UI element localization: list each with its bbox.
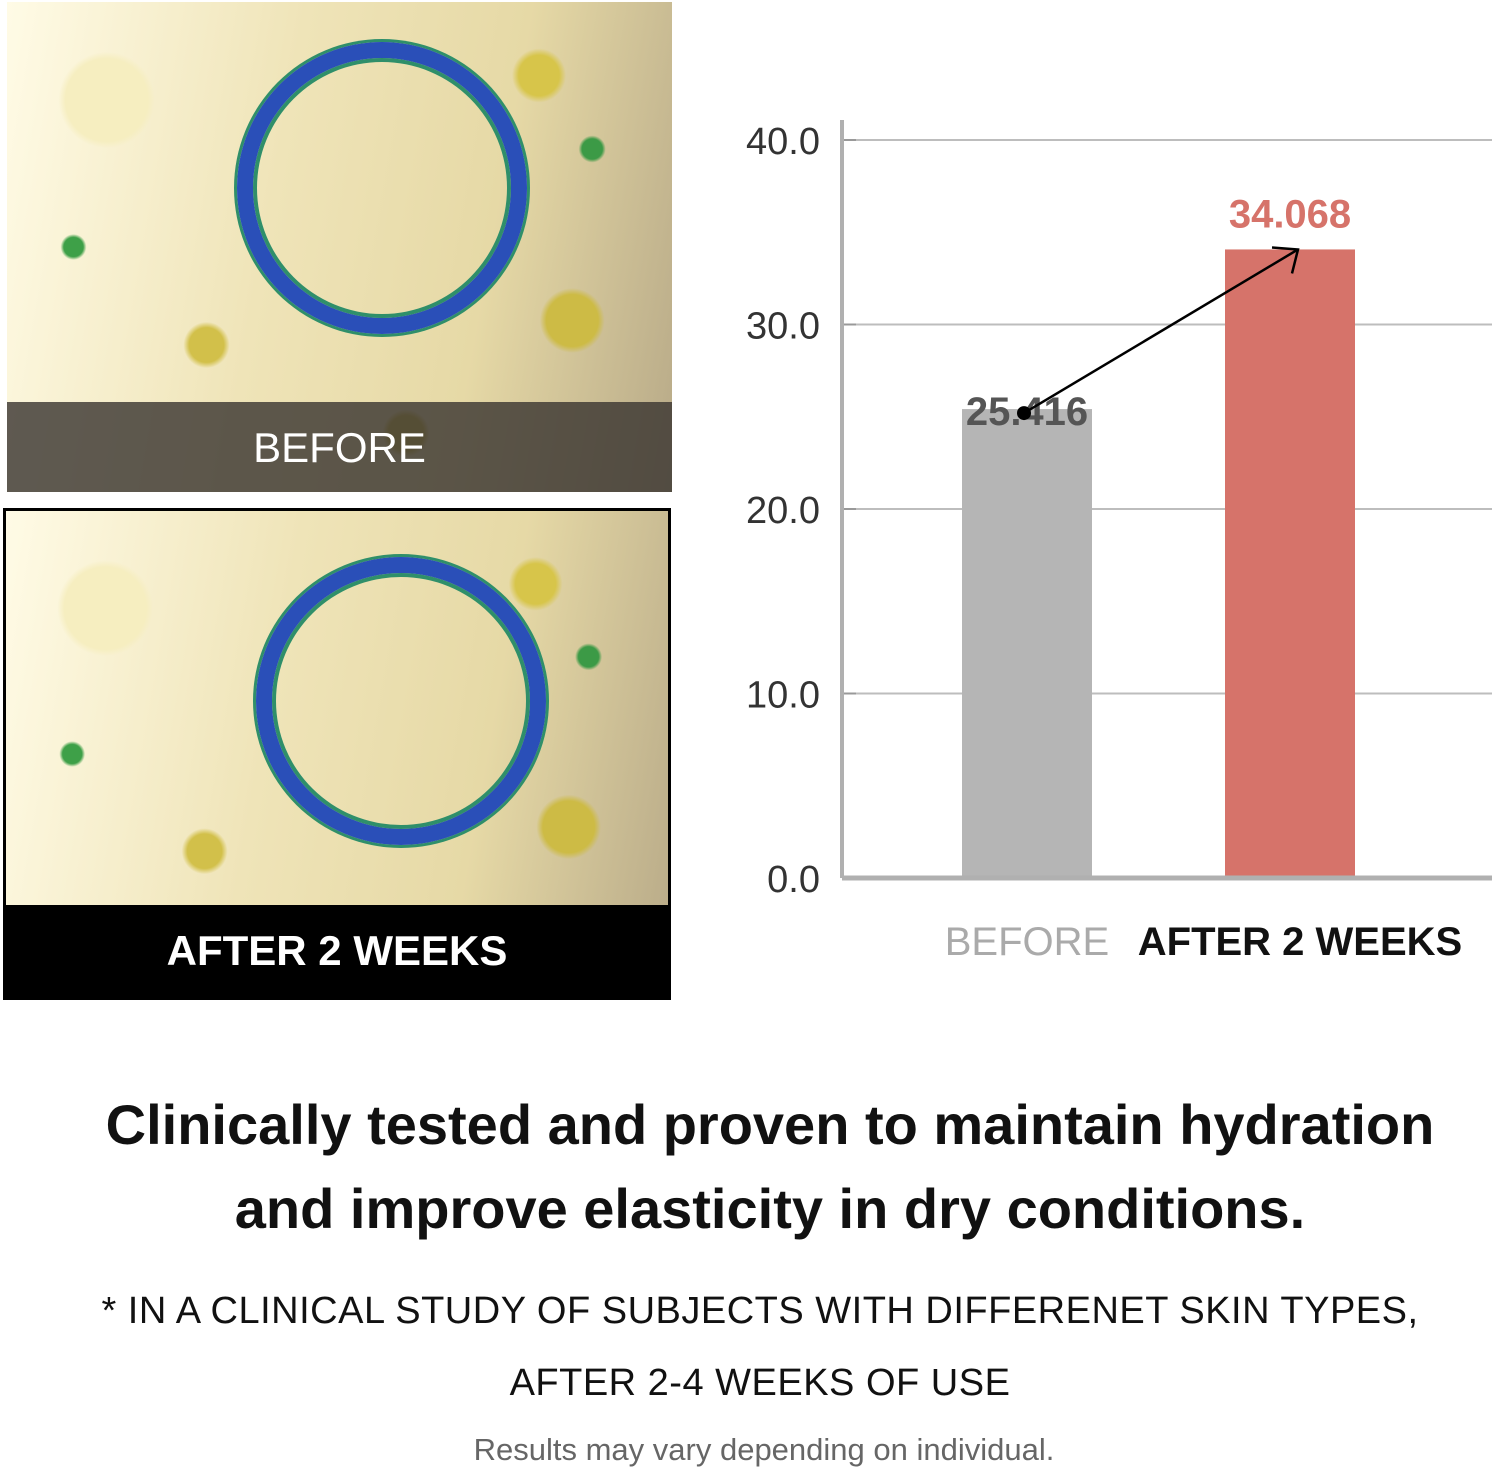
data-label: 34.068 bbox=[1229, 192, 1351, 236]
y-tick-label: 10.0 bbox=[746, 675, 820, 717]
headline-line-2: and improve elasticity in dry conditions… bbox=[234, 1177, 1306, 1240]
y-tick-label: 40.0 bbox=[746, 121, 820, 163]
x-category-label: AFTER 2 WEEKS bbox=[1138, 920, 1462, 964]
trend-arrow bbox=[1023, 248, 1299, 415]
study-note-line-1: * IN A CLINICAL STUDY OF SUBJECTS WITH D… bbox=[101, 1290, 1419, 1332]
bar-before bbox=[962, 409, 1092, 878]
y-tick-label: 30.0 bbox=[746, 306, 820, 348]
arrow-head-icon bbox=[1271, 246, 1300, 274]
after-photo: AFTER 2 WEEKS bbox=[3, 508, 671, 1000]
headline-line-1: Clinically tested and proven to maintain… bbox=[105, 1093, 1435, 1156]
x-category-label: BEFORE bbox=[945, 920, 1109, 964]
y-tick-label: 0.0 bbox=[767, 859, 820, 901]
study-note-line-2: AFTER 2-4 WEEKS OF USE bbox=[509, 1362, 1011, 1404]
before-photo-caption: BEFORE bbox=[7, 402, 672, 492]
disclaimer: Results may vary depending on individual… bbox=[473, 1432, 1055, 1467]
after-photo-caption: AFTER 2 WEEKS bbox=[6, 905, 668, 997]
bar-after bbox=[1225, 249, 1355, 878]
bar-chart: 0.010.020.030.040.025.416BEFORE34.068AFT… bbox=[746, 120, 1492, 964]
y-tick-label: 20.0 bbox=[746, 490, 820, 532]
before-photo: BEFORE bbox=[7, 2, 672, 492]
